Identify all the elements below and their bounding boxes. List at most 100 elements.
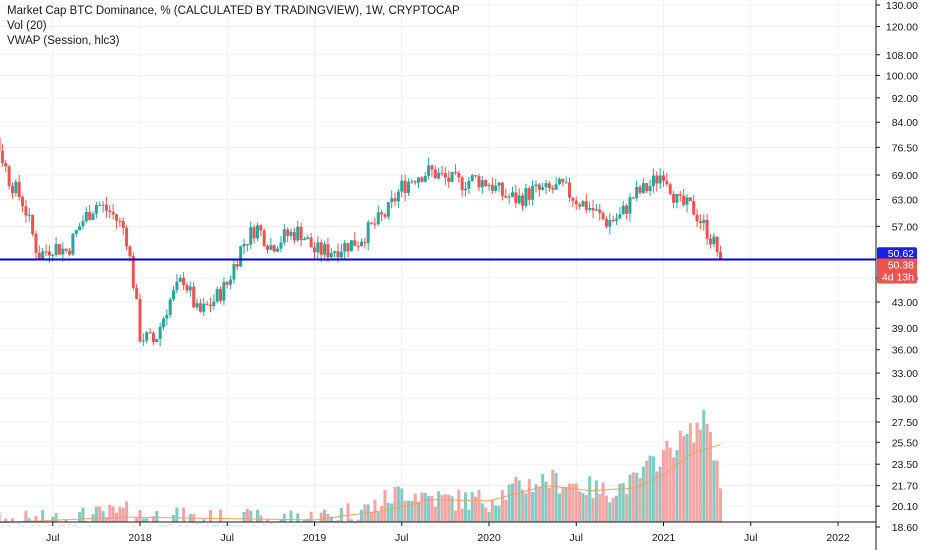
volume-bar [547, 487, 551, 522]
volume-bar [507, 484, 511, 522]
volume-bar [474, 496, 478, 522]
volume-bar [168, 524, 172, 525]
volume-bar [698, 429, 702, 522]
volume-bar [460, 508, 464, 522]
candle-body [51, 254, 55, 256]
candle-body [299, 226, 303, 241]
candle-body [608, 220, 612, 227]
candle-body [662, 175, 665, 181]
y-tick-label: 76.50 [892, 142, 918, 154]
candle-body [208, 304, 212, 307]
volume-bar [457, 489, 461, 522]
volume-bar [708, 431, 712, 522]
volume-bar [396, 486, 400, 522]
candle-body [356, 245, 360, 247]
volume-bars [0, 409, 723, 527]
candle-body [611, 220, 615, 222]
candle-body [292, 231, 296, 241]
volume-bar [202, 519, 206, 522]
candle-body [675, 193, 679, 203]
volume-bar [41, 509, 45, 522]
volume-bar [135, 517, 139, 522]
candle-body [168, 299, 172, 315]
volume-bar [51, 516, 55, 522]
volume-bar [467, 509, 471, 522]
volume-bar [319, 512, 323, 522]
volume-bar [417, 501, 421, 522]
candle-body [474, 175, 478, 177]
volume-bar [34, 515, 38, 522]
x-tick-label: Jul [221, 532, 234, 544]
candle-body [641, 183, 645, 193]
legend-title[interactable]: Market Cap BTC Dominance, % (CALCULATED … [7, 5, 460, 17]
volume-bar [608, 502, 612, 522]
candle-body [504, 195, 508, 198]
y-tick-label: 21.70 [892, 481, 918, 493]
volume-ma-polyline [0, 444, 721, 524]
volume-bar [557, 493, 561, 522]
candle-body [336, 251, 340, 258]
legend-vwap[interactable]: VWAP (Session, hlc3) [7, 35, 120, 47]
candle-body [628, 197, 632, 214]
candle-body [71, 233, 75, 255]
price-tag-red-text: 50.38 [888, 259, 914, 271]
y-tick-label: 33.00 [892, 368, 918, 380]
candle-body [34, 233, 38, 253]
candle-body [685, 197, 689, 205]
candle-body [24, 206, 28, 216]
volume-bar [376, 512, 380, 522]
candle-body [393, 198, 397, 202]
y-tick-label: 69.00 [892, 170, 918, 182]
candle-body [719, 251, 723, 260]
volume-bar [266, 519, 270, 522]
price-tag-blue [877, 247, 917, 261]
volume-bar [484, 507, 488, 522]
volume-bar [104, 517, 108, 522]
candle-body [625, 205, 629, 214]
volume-bar [672, 457, 676, 522]
candle-body [282, 229, 286, 243]
volume-bar [0, 525, 4, 527]
candle-body [581, 201, 585, 207]
volume-bar [161, 525, 165, 527]
candle-body [682, 195, 686, 205]
volume-bar [665, 440, 669, 522]
candle-body [363, 242, 367, 244]
candle-body [198, 303, 202, 312]
volume-bar [121, 507, 125, 522]
volume-bar [78, 512, 82, 522]
volume-bar [37, 524, 41, 526]
candle-body [125, 228, 129, 247]
candle-body [57, 244, 61, 255]
legend-vol[interactable]: Vol (20) [7, 20, 47, 32]
volume-bar [125, 501, 129, 522]
candle-body [698, 221, 702, 224]
volume-bar [47, 525, 51, 527]
volume-bar [450, 496, 454, 522]
candle-body [396, 191, 400, 202]
volume-bar [383, 490, 387, 522]
volume-bar [269, 523, 273, 524]
volume-bar [0, 512, 1, 522]
candle-body [141, 340, 145, 342]
candle-body [343, 242, 347, 252]
candle-body [111, 211, 115, 215]
volume-bar [490, 500, 494, 522]
candle-body [376, 212, 380, 225]
candle-body [31, 214, 35, 234]
volume-bar [621, 483, 625, 522]
volume-bar [692, 442, 696, 522]
volume-bar [534, 484, 538, 522]
volume-bar [561, 487, 565, 522]
candle-body [158, 326, 162, 339]
candle-body [568, 182, 572, 198]
volume-bar [24, 510, 28, 522]
volume-bar [685, 433, 689, 522]
volume-bar [309, 511, 313, 522]
volume-bar [598, 494, 602, 522]
volume-bar [578, 491, 582, 522]
candle-body [225, 282, 229, 285]
volume-bar [702, 409, 706, 522]
volume-bar [249, 510, 253, 522]
candle-body [148, 332, 152, 334]
